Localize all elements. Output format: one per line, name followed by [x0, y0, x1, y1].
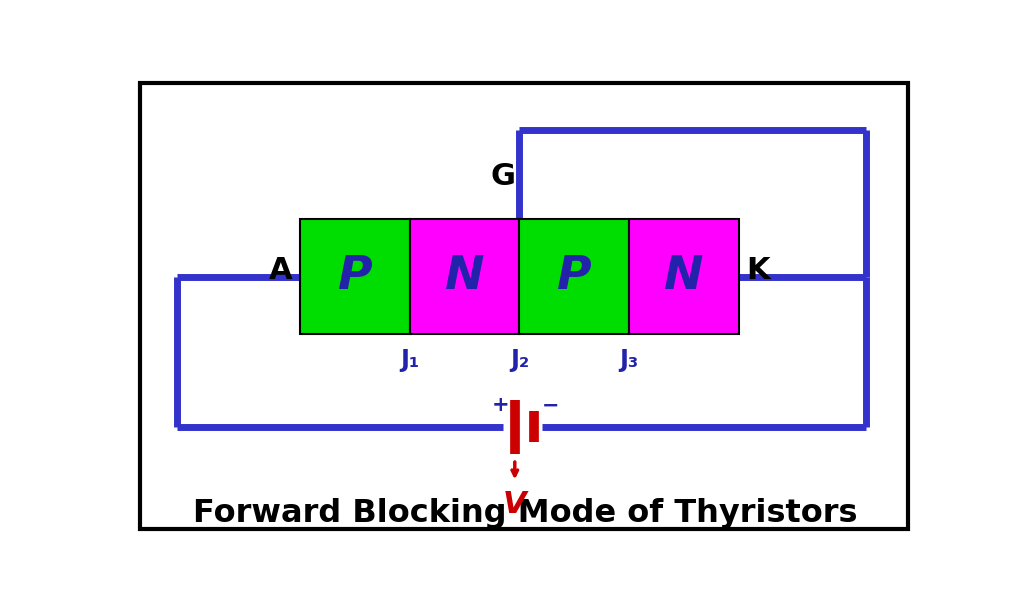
- Bar: [629, 219, 739, 335]
- Text: N: N: [444, 254, 484, 299]
- Bar: [300, 219, 410, 335]
- Bar: [519, 219, 629, 335]
- Text: P: P: [557, 254, 592, 299]
- Text: −: −: [542, 395, 559, 415]
- Text: A: A: [268, 256, 292, 285]
- Text: Forward Blocking Mode of Thyristors: Forward Blocking Mode of Thyristors: [193, 499, 857, 529]
- Text: J₁: J₁: [400, 348, 419, 372]
- Text: N: N: [665, 254, 703, 299]
- Text: +: +: [492, 395, 509, 415]
- Text: J₂: J₂: [510, 348, 529, 372]
- Text: V: V: [503, 490, 526, 519]
- Text: K: K: [746, 256, 770, 285]
- Text: P: P: [338, 254, 372, 299]
- Text: G: G: [490, 162, 515, 191]
- Text: J₃: J₃: [620, 348, 639, 372]
- Bar: [410, 219, 519, 335]
